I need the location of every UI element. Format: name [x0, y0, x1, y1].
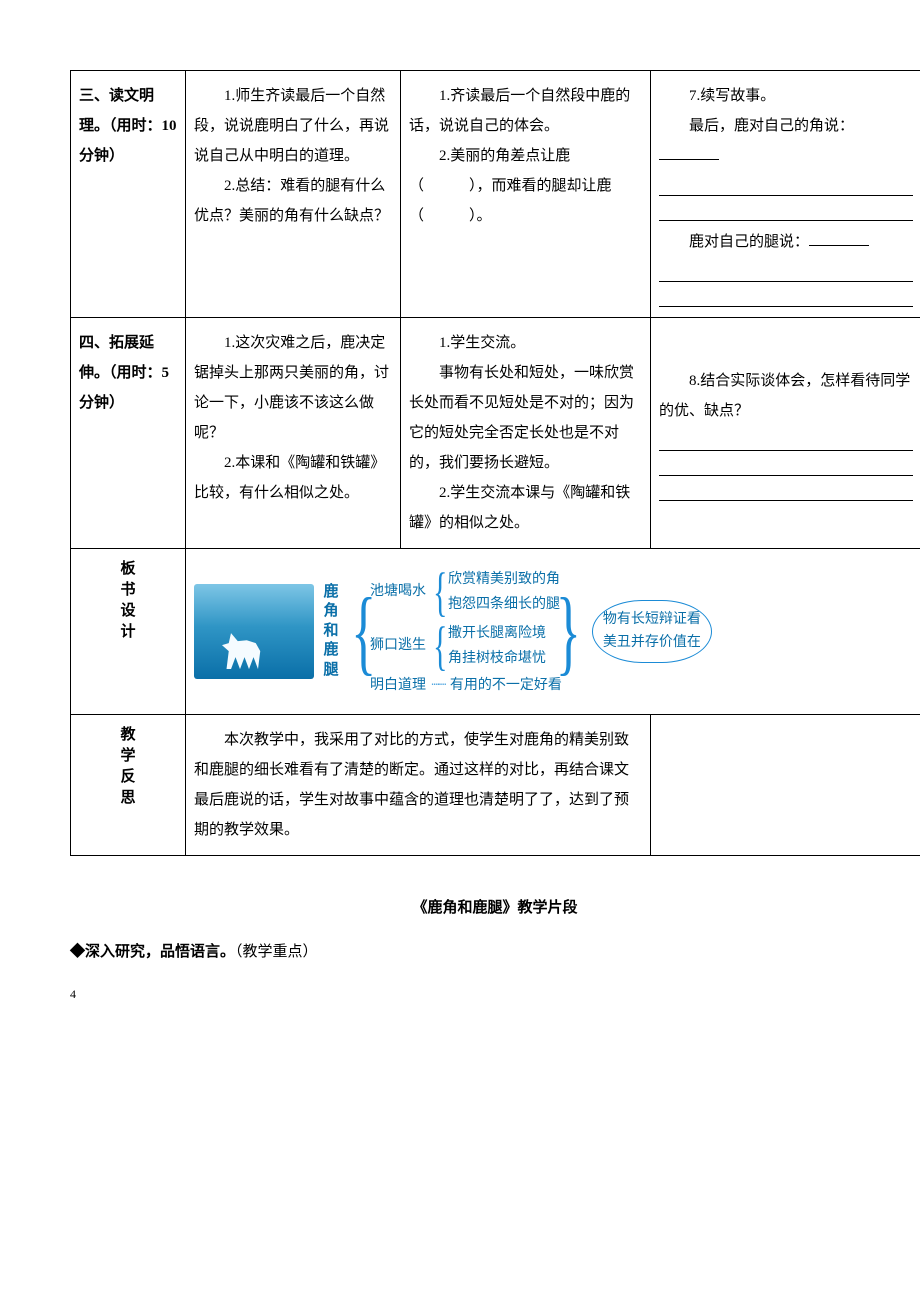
- text: 1.学生交流。: [409, 328, 642, 358]
- text: 1.这次灾难之后，鹿决定锯掉头上那两只美丽的角，讨论一下，小鹿该不该这么做呢？: [194, 328, 392, 448]
- teacher-activity: 1.这次灾难之后，鹿决定锯掉头上那两只美丽的角，讨论一下，小鹿该不该这么做呢？ …: [186, 318, 401, 549]
- text: 撒开长腿离险境: [448, 621, 546, 646]
- fill-blank[interactable]: [659, 286, 913, 307]
- text: 池塘喝水: [370, 579, 426, 604]
- student-activity: 1.学生交流。 事物有长处和短处，一味欣赏长处而看不见短处是不对的；因为它的短处…: [401, 318, 651, 549]
- table-row-reflect: 教学反思 本次教学中，我采用了对比的方式，使学生对鹿角的精美别致和鹿腿的细长难看…: [71, 715, 920, 856]
- text: 明白道理: [370, 673, 426, 698]
- text: 鹿对自己的腿说：: [659, 227, 913, 257]
- vtitle: 教学反思: [119, 725, 137, 809]
- text: 欣赏精美别致的角: [448, 567, 560, 592]
- text: 8.结合实际谈体会，怎样看待同学的优、缺点？: [659, 366, 913, 426]
- text: 2.美丽的角差点让鹿（ ），而难看的腿却让鹿（ ）。: [409, 141, 642, 231]
- board-design-cell: 鹿角和鹿腿 { 池塘喝水 { 欣赏精美别致的角 抱怨四条细长的腿 狮口逃生 {: [186, 549, 920, 715]
- board-diagram: 鹿角和鹿腿 { 池塘喝水 { 欣赏精美别致的角 抱怨四条细长的腿 狮口逃生 {: [194, 559, 913, 704]
- text: 7.续写故事。: [659, 81, 913, 111]
- brace-icon: {: [433, 565, 441, 619]
- vtitle: 板书设计: [119, 559, 137, 643]
- page-number: 4: [70, 987, 920, 1002]
- brace-icon: {: [433, 619, 441, 673]
- fill-blank[interactable]: [659, 175, 913, 196]
- text: 事物有长处和短处，一味欣赏长处而看不见短处是不对的；因为它的短处完全否定长处也是…: [409, 358, 642, 478]
- row-label: 教学反思: [71, 715, 186, 856]
- lesson-table: 三、读文明理。（用时：10 分钟） 1.师生齐读最后一个自然段，说说鹿明白了什么…: [70, 70, 920, 856]
- text: 物有长短辩证看: [603, 609, 701, 631]
- fill-blank[interactable]: [809, 230, 869, 247]
- row-label: 四、拓展延伸。（用时：5 分钟）: [71, 318, 186, 549]
- row-label: 三、读文明理。（用时：10 分钟）: [71, 71, 186, 318]
- fill-blank[interactable]: [659, 261, 913, 282]
- text: 鹿对自己的腿说：: [689, 234, 809, 250]
- brace-icon: {: [351, 584, 359, 679]
- fill-blank[interactable]: [659, 430, 913, 451]
- text: 狮口逃生: [370, 633, 426, 658]
- brace-icon: {: [573, 584, 581, 679]
- text: ◆深入研究，品悟语言。: [70, 944, 235, 960]
- fill-blank[interactable]: [659, 200, 913, 221]
- teacher-activity: 1.师生齐读最后一个自然段，说说鹿明白了什么，再说说自己从中明白的道理。 2.总…: [186, 71, 401, 318]
- text: （教学重点）: [235, 944, 318, 960]
- text: 2.总结：难看的腿有什么优点？美丽的角有什么缺点？: [194, 171, 392, 231]
- text: 2.学生交流本课与《陶罐和铁罐》的相似之处。: [409, 478, 642, 538]
- text: 1.师生齐读最后一个自然段，说说鹿明白了什么，再说说自己从中明白的道理。: [194, 81, 392, 171]
- fragment-line: ◆深入研究，品悟语言。（教学重点）: [70, 937, 920, 967]
- text: 本次教学中，我采用了对比的方式，使学生对鹿角的精美别致和鹿腿的细长难看有了清楚的…: [194, 725, 642, 845]
- fill-blank[interactable]: [659, 480, 913, 501]
- board-bubble: 物有长短辩证看 美丑并存价值在: [592, 600, 712, 663]
- text: 最后，鹿对自己的角说：: [689, 118, 854, 134]
- student-activity: 1.齐读最后一个自然段中鹿的话，说说自己的体会。 2.美丽的角差点让鹿（ ），而…: [401, 71, 651, 318]
- text: 抱怨四条细长的腿: [448, 592, 560, 617]
- reflect-text-cell: 本次教学中，我采用了对比的方式，使学生对鹿角的精美别致和鹿腿的细长难看有了清楚的…: [186, 715, 651, 856]
- exercise: 8.结合实际谈体会，怎样看待同学的优、缺点？: [651, 318, 920, 549]
- deer-image: [194, 584, 314, 679]
- text: 角挂树枝命堪忧: [448, 646, 546, 671]
- text: 2.本课和《陶罐和铁罐》比较，有什么相似之处。: [194, 448, 392, 508]
- board-lines: 池塘喝水 { 欣赏精美别致的角 抱怨四条细长的腿 狮口逃生 { 撒开长腿离险境 …: [370, 565, 562, 698]
- fill-blank[interactable]: [659, 144, 719, 161]
- text: 1.齐读最后一个自然段中鹿的话，说说自己的体会。: [409, 81, 642, 141]
- empty-cell: [651, 715, 920, 856]
- fill-blank[interactable]: [659, 455, 913, 476]
- page-root: 三、读文明理。（用时：10 分钟） 1.师生齐读最后一个自然段，说说鹿明白了什么…: [0, 0, 920, 1042]
- text: 最后，鹿对自己的角说：: [659, 111, 913, 171]
- table-row: 三、读文明理。（用时：10 分钟） 1.师生齐读最后一个自然段，说说鹿明白了什么…: [71, 71, 920, 318]
- text: 美丑并存价值在: [603, 632, 701, 654]
- text: 有用的不一定好看: [450, 673, 562, 698]
- dash-icon: ┈┈: [430, 673, 446, 698]
- board-vlabel: 鹿角和鹿腿: [322, 583, 340, 681]
- table-row-board: 板书设计 鹿角和鹿腿 { 池塘喝水 { 欣赏精美别致的角 抱怨四条细长的腿: [71, 549, 920, 715]
- fragment-title: 《鹿角和鹿腿》教学片段: [70, 896, 920, 917]
- row-label: 板书设计: [71, 549, 186, 715]
- table-row: 四、拓展延伸。（用时：5 分钟） 1.这次灾难之后，鹿决定锯掉头上那两只美丽的角…: [71, 318, 920, 549]
- exercise: 7.续写故事。 最后，鹿对自己的角说： 鹿对自己的腿说：: [651, 71, 920, 318]
